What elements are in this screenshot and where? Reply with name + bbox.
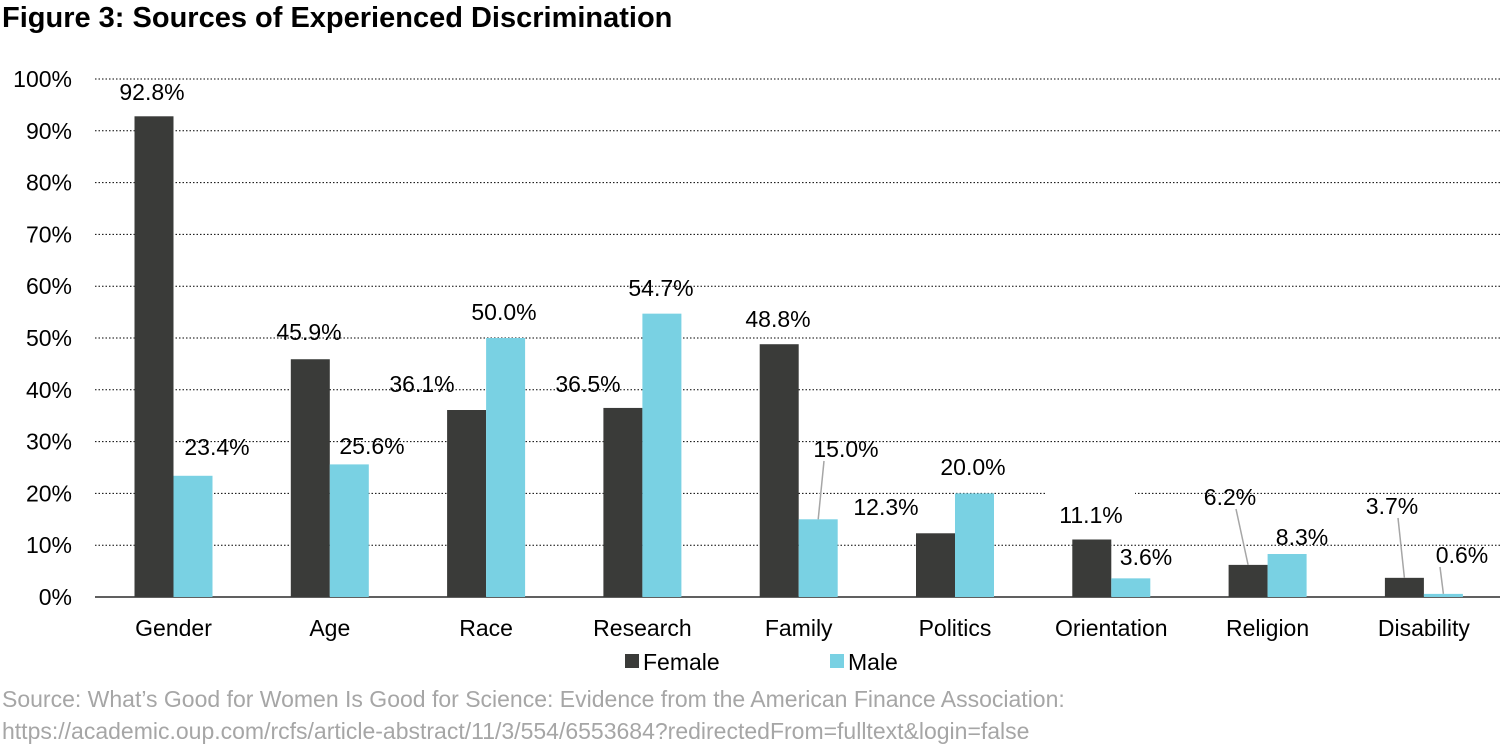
legend-swatch-female (625, 654, 639, 668)
x-tick-label: Orientation (1055, 615, 1168, 641)
label-background (1047, 490, 1135, 528)
bar-female-gender (134, 116, 174, 598)
legend-swatch-male (830, 654, 844, 668)
y-tick-label: 70% (26, 221, 72, 247)
bar-male-age (329, 464, 369, 597)
data-label-female-orientation: 11.1% (1059, 502, 1123, 528)
bar-female-family (759, 344, 799, 597)
y-tick-label: 50% (26, 325, 72, 351)
data-label-female-disability: 3.7% (1366, 493, 1418, 519)
source-note: Source: What’s Good for Women Is Good fo… (2, 683, 1065, 747)
bar-male-research (642, 313, 682, 597)
bar-male-gender (173, 475, 213, 597)
data-label-male-research: 54.7% (628, 275, 693, 301)
data-label-female-politics: 12.3% (853, 494, 918, 520)
bar-female-research (603, 407, 643, 597)
x-tick-label: Research (593, 615, 691, 641)
label-leader-line (1235, 508, 1249, 566)
y-tick-label: 100% (13, 66, 72, 92)
bar-male-race (486, 338, 526, 597)
data-label-male-orientation: 3.6% (1120, 544, 1172, 570)
bar-female-age (290, 359, 330, 597)
y-tick-label: 30% (26, 429, 72, 455)
x-tick-label: Race (459, 615, 513, 641)
bar-male-disability (1423, 593, 1463, 597)
bar-female-race (447, 410, 487, 597)
x-tick-label: Family (765, 615, 833, 641)
bar-chart: 0% 10% 20% 30% 40% 50% 60% 70% 80% 90% 100% 92.8% 23… (13, 66, 1500, 675)
y-tick-label: 60% (26, 273, 72, 299)
data-label-male-politics: 20.0% (940, 454, 1005, 480)
bar-female-religion (1228, 564, 1268, 597)
data-label-female-age: 45.9% (276, 319, 341, 345)
source-line-1: Source: What’s Good for Women Is Good fo… (2, 686, 1065, 712)
label-leader-line (817, 460, 825, 520)
bar-male-family (798, 519, 838, 597)
legend-label-male: Male (848, 649, 898, 675)
data-label-female-gender: 92.8% (119, 79, 184, 105)
data-label-female-research: 36.5% (555, 371, 620, 397)
data-label-female-race: 36.1% (389, 371, 454, 397)
bar-male-orientation (1111, 578, 1151, 597)
y-tick-label: 40% (26, 377, 72, 403)
legend-label-female: Female (643, 649, 720, 675)
y-tick-label: 80% (26, 170, 72, 196)
data-label-male-age: 25.6% (339, 433, 404, 459)
x-tick-label: Gender (135, 615, 212, 641)
data-label-male-family: 15.0% (813, 436, 878, 462)
y-tick-label: 20% (26, 480, 72, 506)
label-leader-line (1397, 517, 1406, 578)
y-tick-label: 90% (26, 118, 72, 144)
bar-female-disability (1384, 577, 1424, 597)
y-tick-label: 0% (39, 584, 72, 610)
y-tick-label: 10% (26, 532, 72, 558)
data-label-male-religion: 8.3% (1276, 524, 1328, 550)
chart-title: Figure 3: Sources of Experienced Discrim… (2, 2, 673, 34)
data-label-female-family: 48.8% (745, 306, 810, 332)
x-tick-label: Disability (1378, 615, 1471, 641)
bar-female-politics (916, 533, 955, 597)
x-tick-label: Age (309, 615, 350, 641)
bar-female-orientation (1072, 539, 1112, 597)
bar-male-politics (955, 493, 994, 597)
data-label-male-gender: 23.4% (184, 434, 249, 460)
source-line-2: https://academic.oup.com/rcfs/article-ab… (2, 718, 1030, 744)
x-tick-label: Religion (1226, 615, 1309, 641)
x-tick-label: Politics (919, 615, 992, 641)
bar-male-religion (1267, 554, 1307, 597)
data-label-male-race: 50.0% (471, 299, 536, 325)
label-leader-line (1439, 566, 1445, 594)
data-label-male-disability: 0.6% (1436, 542, 1488, 568)
data-label-female-religion: 6.2% (1204, 484, 1256, 510)
